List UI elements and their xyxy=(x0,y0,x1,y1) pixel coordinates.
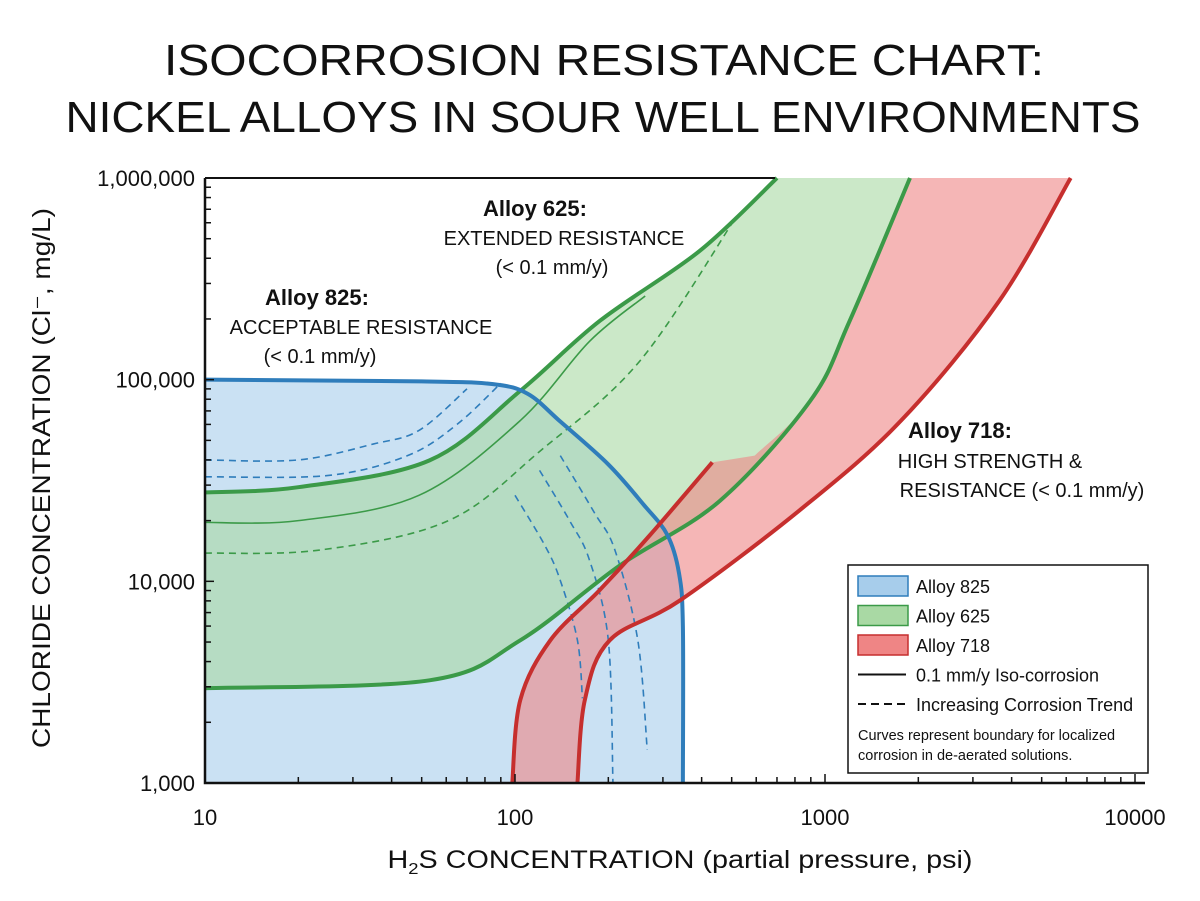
annotation-alloy-625-title: Alloy 625: xyxy=(483,196,587,221)
alloy-625-lower-boundary xyxy=(204,177,912,691)
x-tick-label: 10 xyxy=(193,805,217,830)
legend-box xyxy=(847,564,1149,774)
plot-area: 10 100 1000 10000 1,000 10,000 100,000 1,000,00… xyxy=(97,166,1165,830)
legend-swatch-red xyxy=(857,634,909,656)
legend-swatch-blue xyxy=(857,575,909,597)
annotation-alloy-825-title: Alloy 825: xyxy=(265,285,369,310)
annotation-alloy-825-text: ACCEPTABLE RESISTANCE xyxy=(230,317,493,339)
x-label-pre: H xyxy=(388,846,409,874)
alloy-825-trend-line xyxy=(559,455,649,750)
annotation-alloy-825-text: (< 0.1 mm/y) xyxy=(264,346,377,368)
chart-title-line-2: NICKEL ALLOYS IN SOUR WELL ENVIRONMENTS xyxy=(66,93,1141,142)
x-tick-label: 10000 xyxy=(1104,805,1165,830)
legend-entry-label: Alloy 825 xyxy=(916,577,990,597)
x-axis-label: H 2S CONCENTRATION (partial pressure, psi… xyxy=(388,846,973,878)
chart-title-line-1: ISOCORROSION RESISTANCE CHART: xyxy=(164,36,1044,85)
alloy-718-left-boundary xyxy=(510,461,714,784)
legend-note: corrosion in de-aerated solutions. xyxy=(858,748,1072,764)
legend-entry-label: Alloy 625 xyxy=(916,607,990,627)
legend-entry-label: 0.1 mm/y Iso-corrosion xyxy=(916,666,1099,686)
legend-entry-label: Increasing Corrosion Trend xyxy=(916,695,1133,715)
alloy-718-region xyxy=(512,178,1071,783)
alloy-625-region xyxy=(205,178,910,689)
annotation-alloy-718-title: Alloy 718: xyxy=(908,418,1012,443)
x-label-sub: 2 xyxy=(408,861,418,878)
alloy-825-trend-line xyxy=(514,494,584,699)
annotation-alloy-625-text: (< 0.1 mm/y) xyxy=(496,257,609,279)
y-tick-label: 10,000 xyxy=(128,569,195,594)
legend-note: Curves represent boundary for localized xyxy=(858,728,1115,744)
y-tick-label: 1,000,000 xyxy=(97,166,195,191)
legend-entry-label: Alloy 718 xyxy=(916,636,990,656)
alloy-625-iso-line xyxy=(204,295,646,524)
alloy-825-trend-line xyxy=(204,388,468,462)
legend-swatch-green xyxy=(857,604,909,627)
alloy-718-right-boundary xyxy=(575,176,1073,784)
legend: Alloy 825 Alloy 625 Alloy 718 0.1 mm/y Iso-… xyxy=(847,564,1149,774)
y-axis-label: CHLORIDE CONCENTRATION (Cl⁻, mg/L) xyxy=(28,208,56,748)
annotation-alloy-718-text: RESISTANCE (< 0.1 mm/y) xyxy=(900,480,1145,502)
x-tick-label: 100 xyxy=(497,805,534,830)
alloy-825-trend-line xyxy=(538,469,614,784)
alloy-825-trend-line xyxy=(204,382,502,479)
annotation-alloy-625-text: EXTENDED RESISTANCE xyxy=(444,228,685,250)
annotation-alloy-718-text: HIGH STRENGTH & xyxy=(898,451,1083,473)
x-tick-label: 1000 xyxy=(801,805,850,830)
y-tick-label: 1,000 xyxy=(140,771,195,796)
y-tick-label: 100,000 xyxy=(115,368,195,393)
alloy-625-trend-line xyxy=(204,218,736,555)
x-label-post: S CONCENTRATION (partial pressure, psi) xyxy=(419,846,973,874)
